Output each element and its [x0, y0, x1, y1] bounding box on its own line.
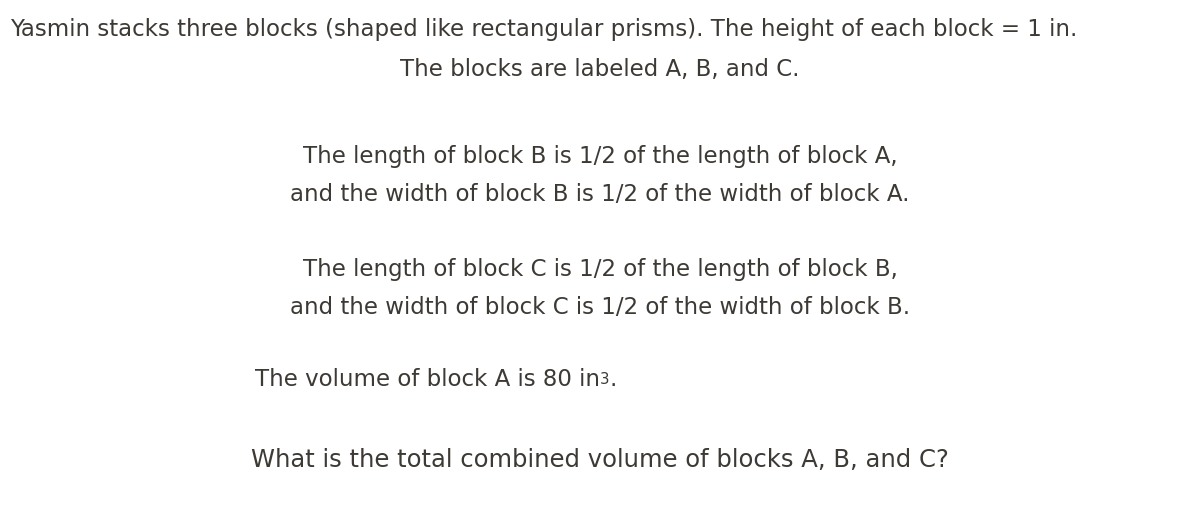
Text: .: .: [610, 368, 617, 391]
Text: The length of block B is 1/2 of the length of block A,: The length of block B is 1/2 of the leng…: [302, 145, 898, 168]
Text: The blocks are labeled A, B, and C.: The blocks are labeled A, B, and C.: [401, 58, 799, 81]
Text: The length of block C is 1/2 of the length of block B,: The length of block C is 1/2 of the leng…: [302, 258, 898, 281]
Text: Yasmin stacks three blocks (shaped like rectangular prisms). The height of each : Yasmin stacks three blocks (shaped like …: [10, 18, 1078, 41]
Text: What is the total combined volume of blocks A, B, and C?: What is the total combined volume of blo…: [251, 448, 949, 472]
Text: and the width of block B is 1/2 of the width of block A.: and the width of block B is 1/2 of the w…: [290, 183, 910, 206]
Text: The volume of block A is 80 in: The volume of block A is 80 in: [256, 368, 600, 391]
Text: 3: 3: [600, 372, 610, 387]
Text: and the width of block C is 1/2 of the width of block B.: and the width of block C is 1/2 of the w…: [290, 296, 910, 319]
